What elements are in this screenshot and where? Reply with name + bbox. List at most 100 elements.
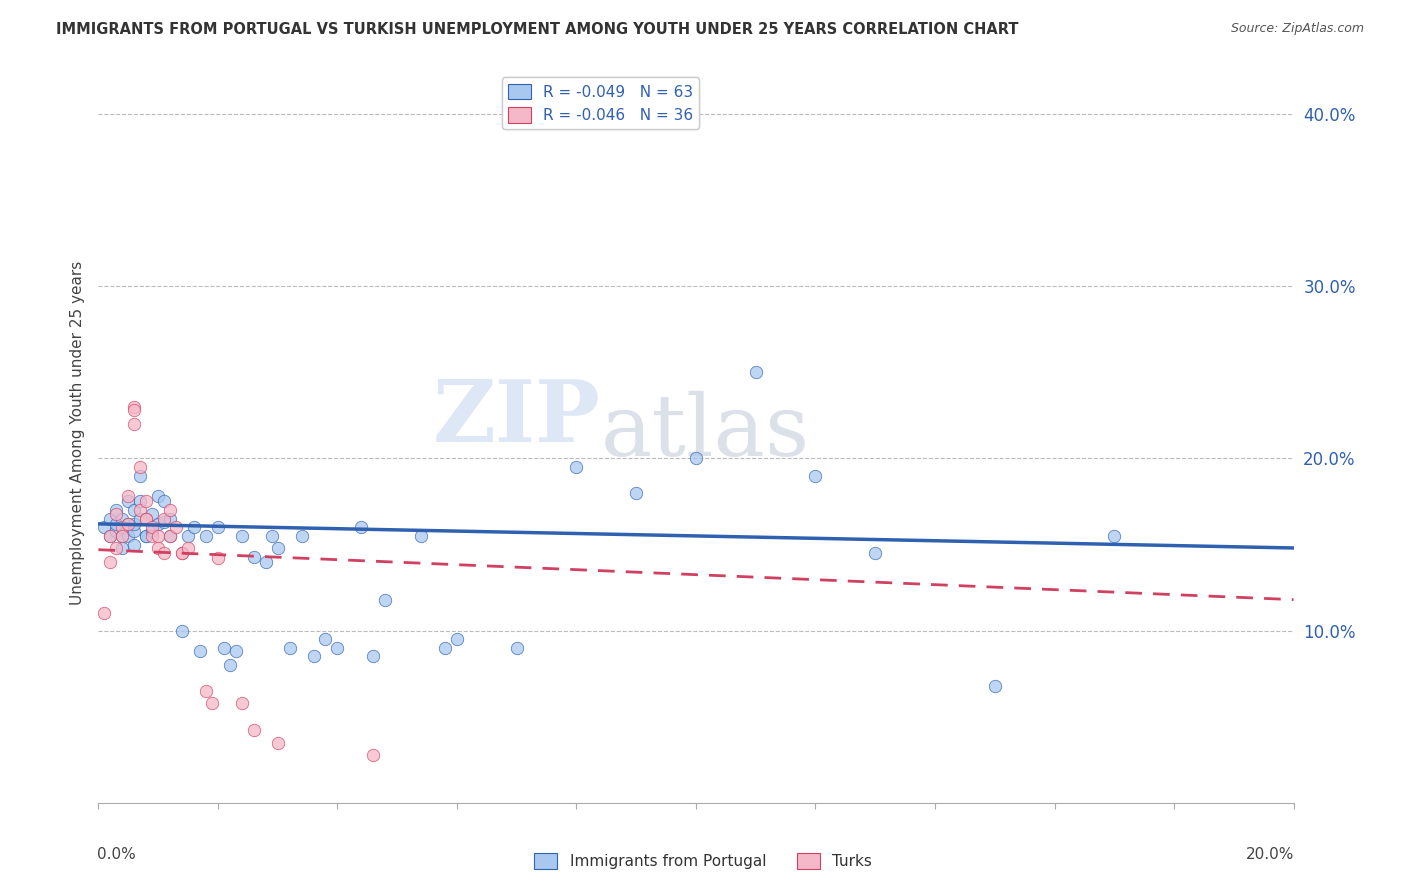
Point xyxy=(111,520,134,534)
Point xyxy=(177,541,200,555)
Point xyxy=(141,507,163,521)
Point xyxy=(135,494,157,508)
Point xyxy=(93,607,115,621)
Point xyxy=(148,529,170,543)
Point xyxy=(153,494,176,508)
Point xyxy=(129,503,152,517)
Point xyxy=(243,549,266,564)
Point xyxy=(148,541,170,555)
Point xyxy=(135,512,157,526)
Point xyxy=(159,529,181,543)
Point xyxy=(363,649,385,664)
Point xyxy=(111,541,134,555)
Point xyxy=(212,640,235,655)
Point xyxy=(117,494,139,508)
Point xyxy=(124,417,146,431)
Point xyxy=(195,684,218,698)
Point xyxy=(135,529,157,543)
Point xyxy=(124,503,146,517)
Legend: R = -0.049   N = 63, R = -0.046   N = 36: R = -0.049 N = 63, R = -0.046 N = 36 xyxy=(502,78,699,129)
Point xyxy=(165,520,187,534)
Point xyxy=(374,592,396,607)
Text: ZIP: ZIP xyxy=(433,376,600,459)
Point xyxy=(291,529,314,543)
Point xyxy=(117,516,139,531)
Point xyxy=(141,520,163,534)
Point xyxy=(172,624,194,638)
Point xyxy=(124,403,146,417)
Point xyxy=(111,512,134,526)
Point xyxy=(117,529,139,543)
Point xyxy=(129,512,152,526)
Point xyxy=(159,529,181,543)
Point xyxy=(302,649,325,664)
Point xyxy=(411,529,433,543)
Point xyxy=(984,679,1007,693)
Point xyxy=(865,546,887,560)
Point xyxy=(105,507,128,521)
Point xyxy=(804,468,827,483)
Point xyxy=(267,541,290,555)
Point xyxy=(124,524,146,538)
Point xyxy=(201,696,224,710)
Point xyxy=(260,529,283,543)
Point xyxy=(129,468,152,483)
Point xyxy=(183,520,205,534)
Point xyxy=(195,529,218,543)
Point xyxy=(135,512,157,526)
Point xyxy=(159,512,181,526)
Point xyxy=(111,529,134,543)
Point xyxy=(117,516,139,531)
Point xyxy=(350,520,373,534)
Point xyxy=(98,529,122,543)
Point xyxy=(243,723,266,738)
Point xyxy=(105,541,128,555)
Point xyxy=(148,516,170,531)
Point xyxy=(745,365,768,379)
Point xyxy=(363,747,385,762)
Point xyxy=(207,520,229,534)
Point xyxy=(129,460,152,475)
Point xyxy=(506,640,529,655)
Point xyxy=(98,555,122,569)
Point xyxy=(159,503,181,517)
Point xyxy=(153,546,176,560)
Point xyxy=(105,503,128,517)
Point xyxy=(129,494,152,508)
Point xyxy=(565,460,588,475)
Point xyxy=(105,524,128,538)
Point xyxy=(1104,529,1126,543)
Point xyxy=(446,632,468,647)
Legend: Immigrants from Portugal, Turks: Immigrants from Portugal, Turks xyxy=(529,847,877,875)
Point xyxy=(141,529,163,543)
Point xyxy=(153,512,176,526)
Text: IMMIGRANTS FROM PORTUGAL VS TURKISH UNEMPLOYMENT AMONG YOUTH UNDER 25 YEARS CORR: IMMIGRANTS FROM PORTUGAL VS TURKISH UNEM… xyxy=(56,22,1019,37)
Point xyxy=(172,546,194,560)
Point xyxy=(278,640,301,655)
Point xyxy=(225,644,247,658)
Point xyxy=(434,640,457,655)
Text: 20.0%: 20.0% xyxy=(1246,847,1295,863)
Point xyxy=(124,400,146,414)
Point xyxy=(105,516,128,531)
Point xyxy=(177,529,200,543)
Point xyxy=(124,537,146,551)
Point xyxy=(172,546,194,560)
Point xyxy=(685,451,707,466)
Point xyxy=(326,640,349,655)
Point xyxy=(148,489,170,503)
Point xyxy=(93,520,115,534)
Text: atlas: atlas xyxy=(600,391,810,475)
Point xyxy=(141,524,163,538)
Point xyxy=(207,551,229,566)
Point xyxy=(267,735,290,749)
Point xyxy=(124,516,146,531)
Point xyxy=(315,632,337,647)
Point xyxy=(153,515,176,529)
Point xyxy=(98,529,122,543)
Point xyxy=(188,644,211,658)
Point xyxy=(98,512,122,526)
Point xyxy=(117,489,139,503)
Text: 0.0%: 0.0% xyxy=(97,847,136,863)
Text: Source: ZipAtlas.com: Source: ZipAtlas.com xyxy=(1230,22,1364,36)
